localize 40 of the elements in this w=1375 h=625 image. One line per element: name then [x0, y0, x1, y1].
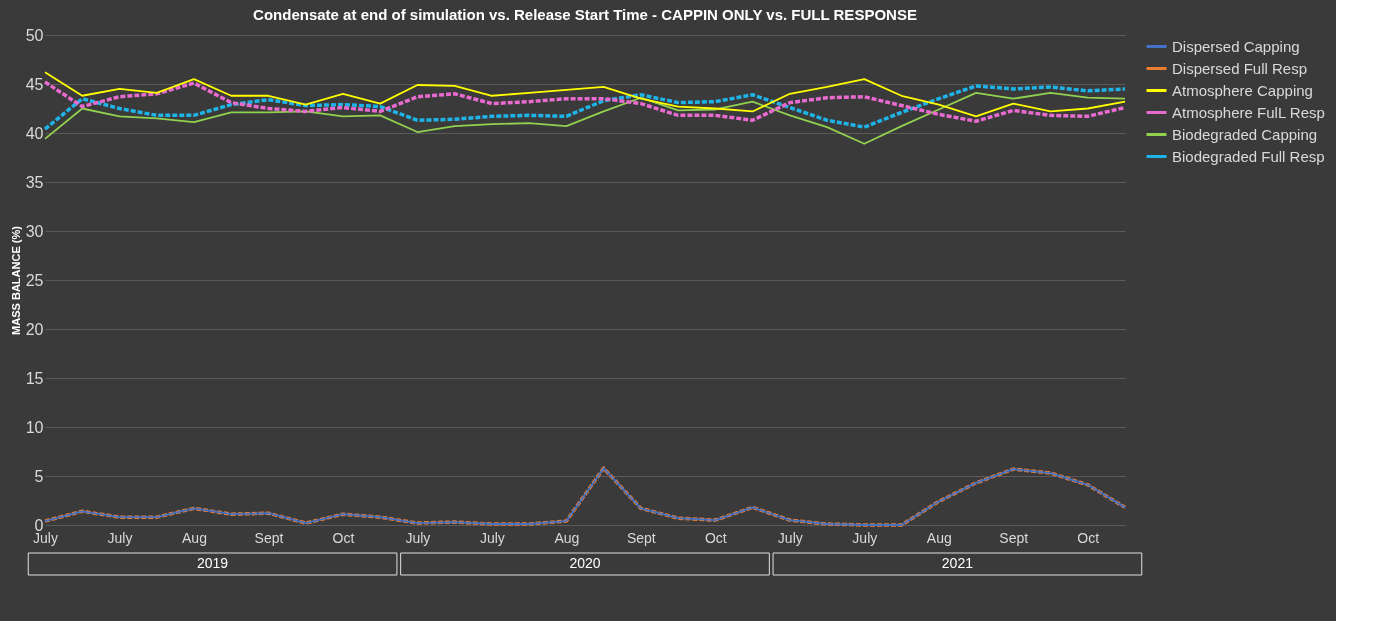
legend-label: Biodegraded Capping — [1172, 125, 1318, 143]
x-tick-label: Sept — [626, 529, 656, 546]
legend-label: Dispersed Capping — [1172, 37, 1300, 55]
legend-label: Dispersed Full Resp — [1172, 59, 1308, 77]
x-tick-label: Oct — [704, 529, 727, 546]
line-series — [44, 91, 1126, 145]
x-tick-label: July — [405, 529, 431, 546]
legend-label: Atmosphere Capping — [1172, 81, 1313, 99]
y-axis-title: MASS BALANCE (%) — [9, 225, 22, 335]
x-tick-label: Aug — [182, 529, 207, 546]
text: 2021 — [941, 555, 974, 571]
x-tick-label: July — [107, 529, 133, 546]
y-tick-label: 10 — [25, 418, 44, 436]
line-series — [44, 71, 1126, 118]
x-tick-label: July — [479, 529, 505, 546]
y-tick-label: 45 — [25, 75, 44, 93]
y-tick-label: 40 — [25, 124, 44, 142]
y-tick-label: 5 — [34, 467, 44, 485]
y-tick-label: 15 — [25, 369, 44, 387]
x-tick-label: Aug — [554, 529, 580, 546]
x-tick-label: Oct — [1077, 529, 1100, 546]
chart-title: Condensate at end of simulation vs. Release Start Time - CAPPIN ONLY vs. FULL RESPONSE — [253, 6, 917, 23]
line-series — [43, 84, 1127, 131]
x-tick-label: Sept — [999, 529, 1029, 546]
x-tick-label: July — [852, 529, 878, 546]
y-tick-label: 35 — [25, 173, 44, 191]
line-series — [43, 80, 1127, 123]
legend-label: Biodegraded Full Resp — [1172, 147, 1325, 165]
x-tick-label: July — [777, 529, 803, 546]
x-tick-label: Oct — [332, 529, 355, 546]
text: 2020 — [569, 555, 601, 571]
x-tick-label: Aug — [926, 529, 952, 546]
y-tick-label: 20 — [25, 320, 44, 338]
x-tick-label: Sept — [254, 529, 284, 546]
legend-label: Atmosphere FulL Resp — [1172, 103, 1325, 121]
y-tick-label: 50 — [25, 26, 44, 44]
y-tick-label: 0 — [34, 516, 44, 534]
text: 2019 — [197, 555, 229, 571]
y-tick-label: 30 — [25, 222, 44, 240]
y-tick-label: 25 — [25, 271, 44, 289]
